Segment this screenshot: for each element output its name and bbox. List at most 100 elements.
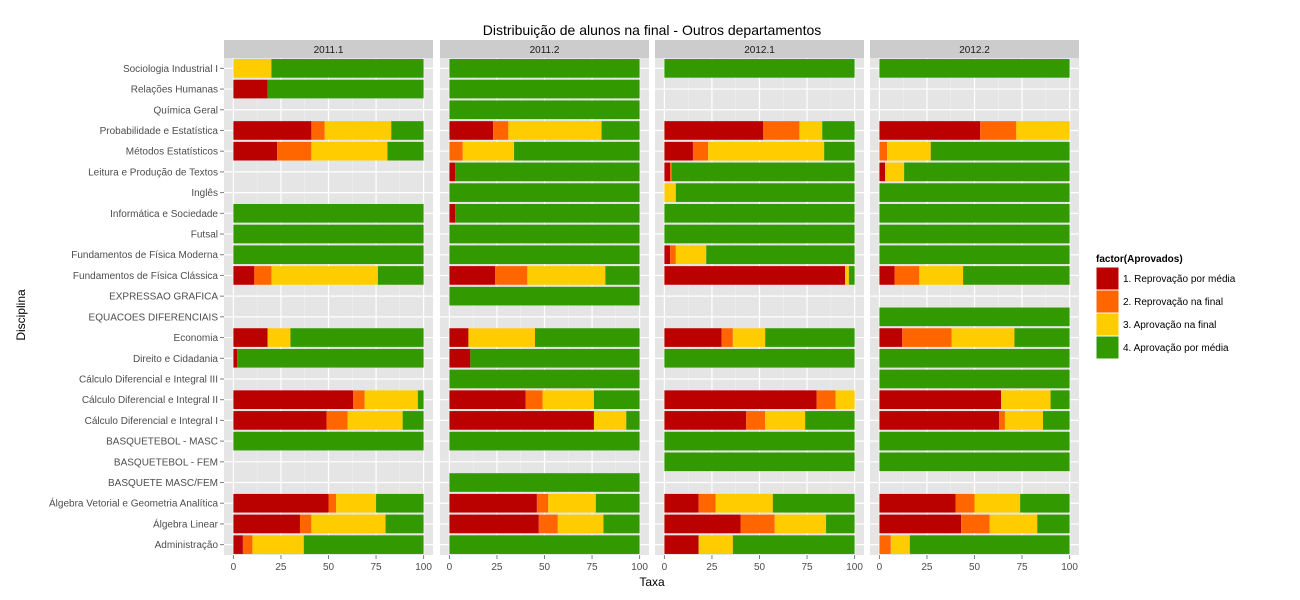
bar-segment-calculo-diferencial-e-integral-ii-3 [364,390,418,410]
bar-segment-probabilidade-e-estatistica-4 [391,121,424,140]
bar-segment-direito-e-cidadania-1 [233,348,238,368]
bar-segment-algebra-vetorial-e-geometria-analitica-3 [548,493,596,513]
bar-segment-fundamentos-de-fisica-classica-1 [664,266,846,285]
chart-title: Distribuição de alunos na final - Outros… [483,22,822,38]
category-label-calculo-diferencial-e-integral-i: Cálculo Diferencial e Integral I [85,416,218,427]
x-tick-label: 100 [846,562,863,573]
bar-segment-calculo-diferencial-e-integral-ii-2 [353,390,365,410]
bar-segment-ingles-4 [449,183,640,202]
x-tick-label: 100 [415,562,432,573]
bar-segment-probabilidade-e-estatistica-3 [1016,121,1070,140]
bar-segment-probabilidade-e-estatistica-4 [822,121,855,140]
bar-segment-algebra-vetorial-e-geometria-analitica-4 [772,493,855,513]
bar-segment-calculo-diferencial-e-integral-iii-4 [449,369,640,389]
bar-segment-ingles-4 [879,183,1070,202]
bar-segment-futsal-4 [233,224,424,244]
bar-segment-calculo-diferencial-e-integral-i-4 [626,411,640,430]
bar-segment-probabilidade-e-estatistica-2 [763,121,800,140]
facet-panel-2012-2: 2012.2 0 25 50 75 100 [870,40,1079,573]
x-tick-label: 25 [706,562,718,573]
bar-segment-futsal-4 [664,224,855,244]
bar-segment-algebra-linear-3 [311,514,386,534]
bar-segment-fundamentos-de-fisica-moderna-2 [670,245,676,265]
y-axis-category-labels: Sociologia Industrial I Relações Humanas Q… [49,64,224,551]
x-tick-label: 0 [877,562,883,573]
bar-segment-direito-e-cidadania-4 [237,348,424,368]
bar-segment-probabilidade-e-estatistica-2 [311,121,325,140]
bar-segment-informatica-e-sociedade-4 [233,203,424,223]
category-label-quimica-geral: Química Geral [154,105,218,116]
bar-segment-quimica-geral-4 [449,100,640,120]
bar-segment-fundamentos-de-fisica-classica-4 [848,266,855,285]
bar-segment-probabilidade-e-estatistica-1 [879,121,981,140]
facet-strip-label: 2011.2 [530,45,560,56]
bar-segment-algebra-linear-2 [538,514,558,534]
facet-strip-label: 2012.1 [744,45,775,56]
bar-segment-metodos-estatisticos-2 [277,141,312,161]
category-label-administracao: Administração [155,540,219,551]
category-label-relacoes-humanas: Relações Humanas [131,85,218,96]
bar-segment-administracao-4 [449,535,640,554]
bar-segment-metodos-estatisticos-1 [664,141,693,161]
bar-segment-calculo-diferencial-e-integral-i-2 [746,411,766,430]
bar-segment-algebra-vetorial-e-geometria-analitica-3 [336,493,377,513]
bar-segment-algebra-vetorial-e-geometria-analitica-2 [955,493,975,513]
bar-segment-algebra-linear-1 [664,514,741,534]
bar-segment-fundamentos-de-fisica-classica-1 [233,266,255,285]
bar-segment-leitura-e-producao-de-textos-2 [670,162,673,182]
bar-segment-leitura-e-producao-de-textos-1 [449,162,456,182]
bar-segment-informatica-e-sociedade-1 [449,203,456,223]
bar-segment-probabilidade-e-estatistica-4 [601,121,640,140]
bar-segment-algebra-vetorial-e-geometria-analitica-3 [974,493,1021,513]
x-tick-label: 50 [539,562,551,573]
bar-segment-algebra-linear-3 [557,514,604,534]
bar-segment-metodos-estatisticos-1 [233,141,278,161]
facet-strip [870,40,1079,58]
bar-segment-probabilidade-e-estatistica-3 [508,121,602,140]
legend-swatch [1095,289,1120,314]
bar-segment-fundamentos-de-fisica-classica-2 [495,266,528,285]
bar-segment-calculo-diferencial-e-integral-i-1 [664,411,747,430]
x-tick-label: 50 [323,562,335,573]
bar-segment-leitura-e-producao-de-textos-1 [664,162,671,182]
x-tick-label: 75 [801,562,813,573]
bar-segment-calculo-diferencial-e-integral-i-3 [593,411,627,430]
x-tick-label: 0 [447,562,453,573]
bar-segment-sociologia-industrial-i-3 [233,59,272,78]
bar-segment-basquete-masc-fem-4 [449,473,640,492]
bar-segment-basquetebol-fem-4 [664,452,855,472]
bar-segment-calculo-diferencial-e-integral-i-4 [1042,411,1070,430]
bar-segment-economia-3 [951,328,1015,347]
bar-segment-relacoes-humanas-1 [233,79,268,99]
bar-segment-basquetebol-masc-4 [664,431,855,451]
bar-segment-calculo-diferencial-e-integral-i-1 [233,411,327,430]
bar-segment-metodos-estatisticos-3 [311,141,388,161]
category-label-fundamentos-de-fisica-moderna: Fundamentos de Física Moderna [71,250,218,261]
bar-segment-administracao-4 [303,535,424,554]
bar-segment-metodos-estatisticos-2 [692,141,709,161]
x-tick-label: 50 [754,562,766,573]
bar-segment-administracao-3 [252,535,304,554]
bar-segment-algebra-linear-1 [233,514,300,534]
bar-segment-metodos-estatisticos-4 [930,141,1070,161]
bar-segment-algebra-vetorial-e-geometria-analitica-2 [698,493,716,513]
bar-segment-algebra-vetorial-e-geometria-analitica-4 [595,493,640,513]
bar-segment-fundamentos-de-fisica-classica-1 [449,266,496,285]
bar-segment-calculo-diferencial-e-integral-i-1 [449,411,594,430]
bar-segment-economia-1 [449,328,469,347]
legend-title: factor(Aprovados) [1096,254,1183,265]
bar-segment-administracao-4 [732,535,855,554]
category-label-basquetebol-masc: BASQUETEBOL - MASC [106,437,218,448]
facet-strip [224,40,433,58]
bar-segment-economia-4 [1014,328,1070,347]
facet-panel-2012-1: 2012.1 0 25 50 75 100 [655,40,864,573]
bar-segment-calculo-diferencial-e-integral-ii-3 [835,390,855,410]
bar-segment-administracao-1 [664,535,699,554]
bar-segment-direito-e-cidadania-4 [879,348,1070,368]
bar-segment-algebra-vetorial-e-geometria-analitica-2 [536,493,549,513]
category-label-equacoes-diferenciais: EQUACOES DIFERENCIAIS [89,312,219,323]
bar-segment-probabilidade-e-estatistica-3 [799,121,823,140]
bar-segment-basquetebol-masc-4 [879,431,1070,451]
category-label-probabilidade-e-estatistica: Probabilidade e Estatística [100,126,219,137]
bar-segment-informatica-e-sociedade-4 [664,203,855,223]
